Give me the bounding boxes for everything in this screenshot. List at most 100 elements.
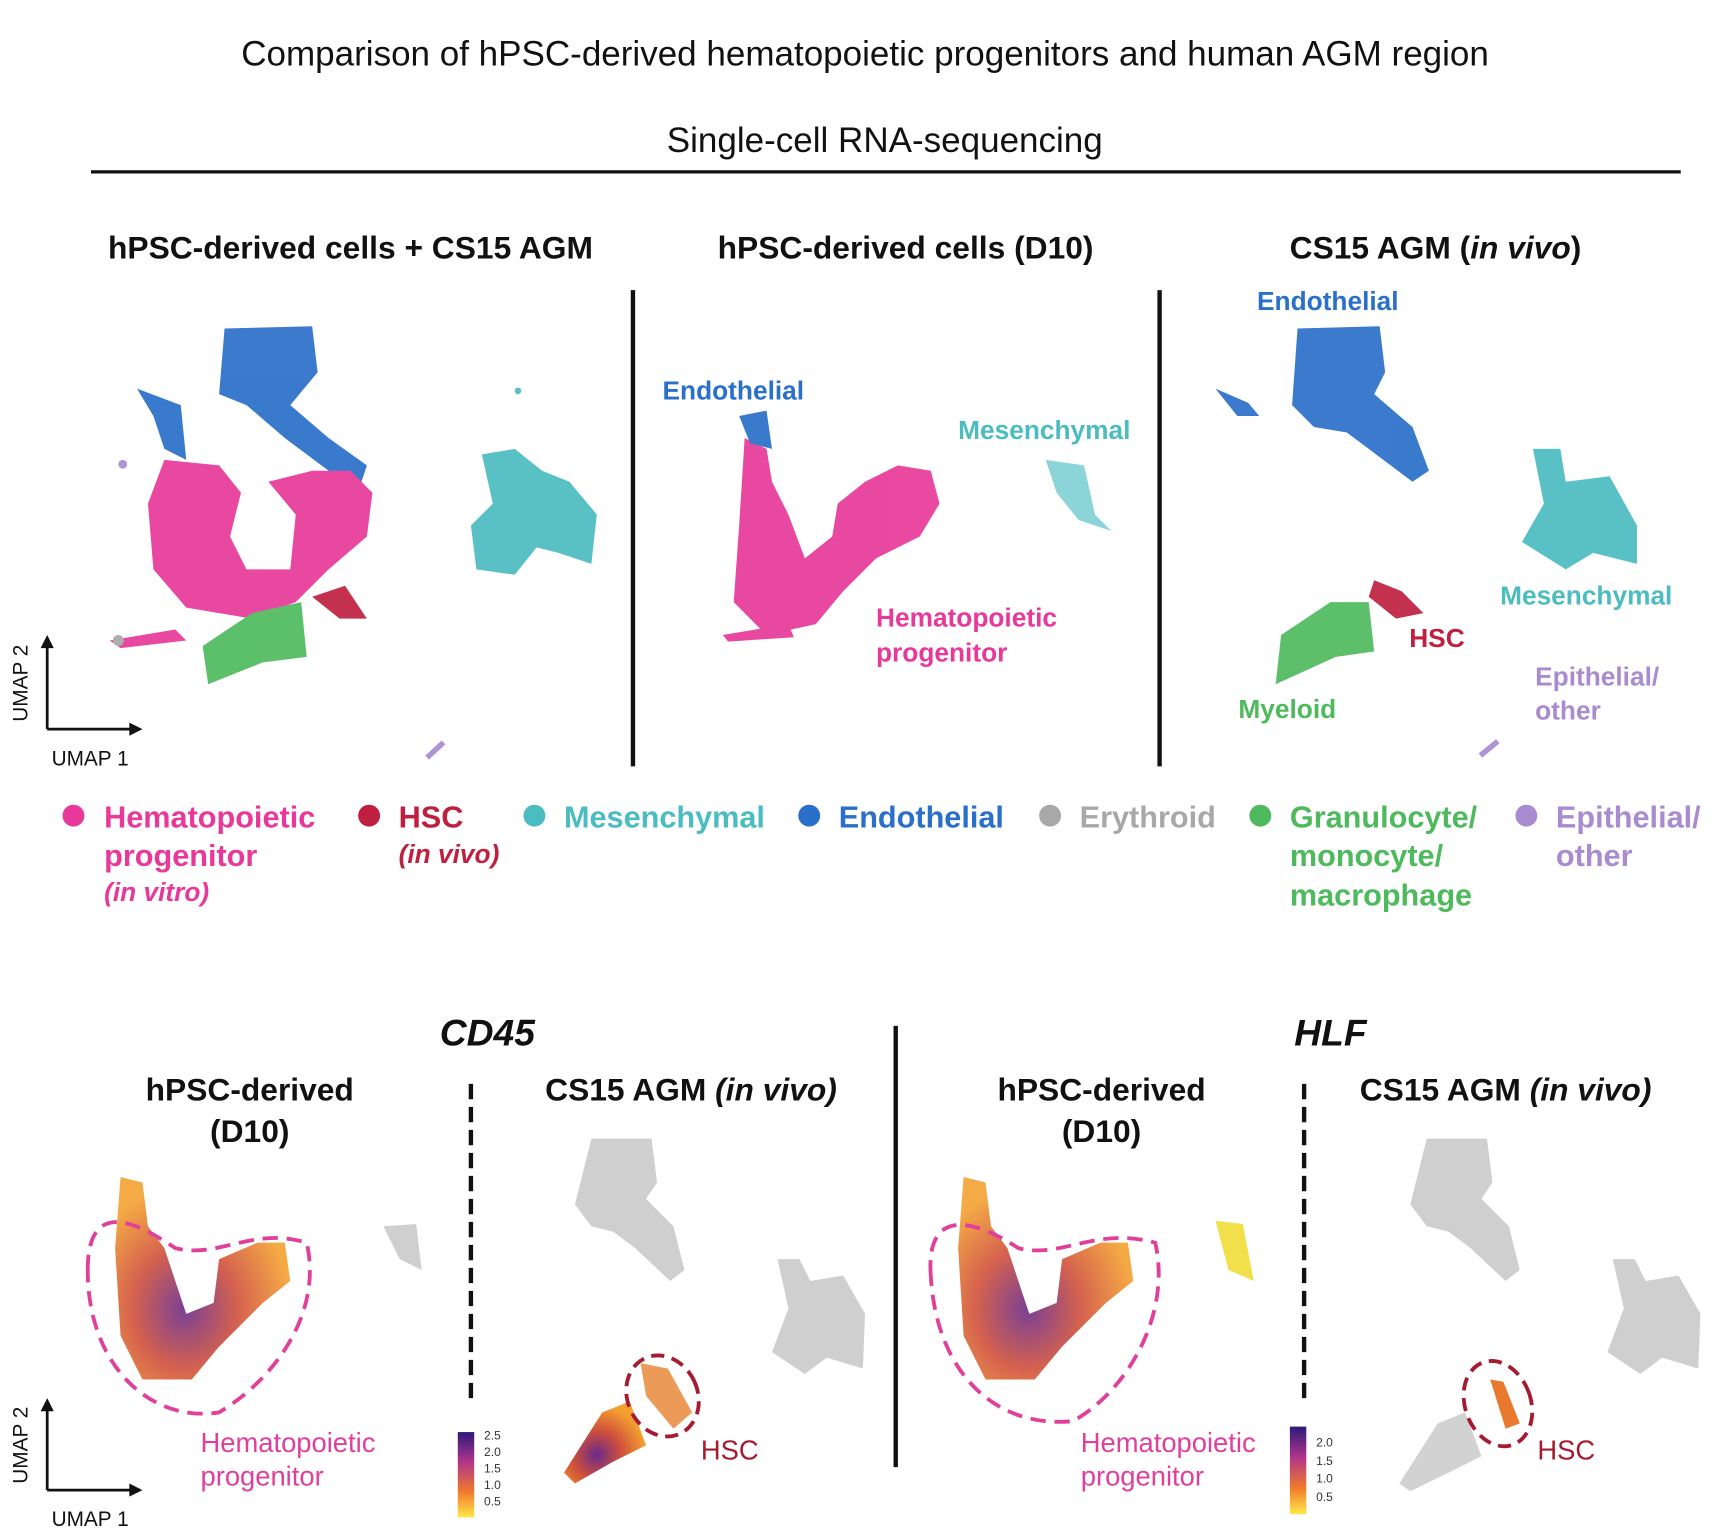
panel-title: (D10): [210, 1113, 289, 1149]
cluster-label: Endothelial: [663, 376, 805, 406]
panel-title-text: CS15 AGM: [1360, 1071, 1530, 1107]
legend-text: macrophage: [1290, 878, 1472, 912]
cluster-hematopoietic: [109, 629, 187, 649]
colorbar: [1289, 1426, 1307, 1515]
cells-grey: [1410, 1138, 1520, 1281]
expression-cloud: [563, 1401, 647, 1484]
legend-dot: [798, 804, 821, 827]
colorbar-tick: 2.5: [484, 1429, 501, 1443]
panel-title-text: in vivo: [1470, 229, 1571, 265]
cluster-epithelial: [425, 740, 446, 760]
expression-cloud: [958, 1176, 1134, 1380]
legend-text: (in vitro): [104, 877, 209, 907]
umap-agm: [1215, 326, 1637, 758]
cluster-mesenchymal: [470, 448, 597, 575]
cluster-hematopoietic: [147, 459, 373, 619]
region-label: progenitor: [200, 1461, 323, 1492]
cluster-hematopoietic: [722, 624, 794, 642]
cells-grey: [772, 1259, 866, 1375]
legend-text: Epithelial/: [1556, 801, 1701, 835]
cells-grey: [574, 1138, 685, 1281]
cluster-label: Myeloid: [1238, 694, 1336, 724]
region-label: HSC: [701, 1434, 759, 1465]
cluster-epithelial: [118, 459, 128, 469]
cluster-epithelial: [1478, 739, 1500, 758]
panel-title: (D10): [1062, 1113, 1141, 1149]
panel-title-text: CS15 AGM (: [1290, 229, 1471, 265]
legend-text: monocyte/: [1290, 839, 1444, 873]
legend-text: progenitor: [104, 839, 257, 873]
expression-cloud: [115, 1176, 291, 1380]
cluster-endothelial: [1215, 388, 1260, 417]
colorbar-tick: 1.0: [484, 1478, 501, 1492]
cluster-mesenchymal: [1521, 448, 1637, 570]
cluster-erythroid: [112, 635, 124, 646]
legend-text: Mesenchymal: [564, 801, 765, 835]
cluster-label: other: [1535, 695, 1601, 725]
axis-arrows: [40, 1398, 143, 1497]
legend-dot: [358, 804, 381, 827]
cluster-label: Epithelial/: [1535, 661, 1660, 691]
colorbar-tick: 0.5: [1316, 1490, 1333, 1504]
axis-label: UMAP 1: [52, 747, 129, 770]
colorbar-tick: 0.5: [484, 1494, 501, 1508]
panel-title-text: hPSC-derived cells (D10): [718, 229, 1094, 265]
panel-title-text: hPSC-derived cells + CS15 AGM: [108, 229, 593, 265]
cluster-hsc: [312, 585, 367, 619]
cluster-label: HSC: [1409, 623, 1464, 653]
colorbar-tick: 1.5: [1316, 1454, 1333, 1468]
panel-title-text: (in vivo): [715, 1071, 837, 1107]
umap-cd45-agm: [563, 1138, 866, 1484]
colorbar-tick: 1.5: [484, 1462, 501, 1476]
panel-title: hPSC-derived: [997, 1071, 1205, 1107]
axis-arrows: [40, 635, 143, 736]
axis-label: UMAP 2: [9, 1407, 32, 1484]
legend-text: Erythroid: [1080, 801, 1216, 835]
axis-label: UMAP 2: [9, 645, 32, 722]
region-label: Hematopoietic: [1081, 1427, 1256, 1458]
legend-dot: [62, 804, 85, 827]
panel-title: CS15 AGM (in vivo): [1290, 229, 1582, 265]
colorbar: [457, 1432, 475, 1518]
umap-combined: [109, 326, 597, 760]
panel-title: CS15 AGM (in vivo): [545, 1071, 837, 1107]
cluster-hematopoietic: [733, 437, 940, 636]
legend-text: Granulocyte/: [1290, 801, 1478, 835]
legend-text: HSC: [399, 801, 464, 835]
cluster-mesenchymal: [1045, 459, 1112, 532]
region-label: progenitor: [1081, 1461, 1204, 1492]
panel-title: hPSC-derived: [146, 1071, 354, 1107]
title: Comparison of hPSC-derived hematopoietic…: [241, 35, 1489, 74]
panel-title: hPSC-derived cells + CS15 AGM: [108, 229, 593, 265]
colorbar-tick: 1.0: [1316, 1471, 1333, 1485]
cluster-label: progenitor: [876, 637, 1007, 667]
colorbar-tick: 2.0: [1316, 1435, 1333, 1449]
region-outline: [1461, 1359, 1535, 1449]
panel-title: hPSC-derived cells (D10): [718, 229, 1094, 265]
legend-dot: [1515, 804, 1538, 827]
umap-cd45-hpsc: [85, 1176, 422, 1416]
cluster-label: Mesenchymal: [1500, 580, 1672, 610]
cluster-label: Mesenchymal: [958, 415, 1130, 445]
expression-cloud: [1215, 1220, 1254, 1281]
expression-cloud: [640, 1363, 693, 1429]
legend: Hematopoietic progenitor (in vitro) HSC …: [62, 801, 1701, 912]
cluster-hsc: [1368, 580, 1424, 619]
colorbar-tick: 2.0: [484, 1445, 501, 1459]
legend-dot: [1249, 804, 1272, 827]
cluster-endothelial: [1292, 326, 1429, 482]
cells-grey: [1399, 1412, 1482, 1492]
gene-name: HLF: [1294, 1012, 1368, 1054]
panel-title: CS15 AGM (in vivo): [1360, 1071, 1652, 1107]
cells-grey: [383, 1224, 422, 1271]
cluster-myeloid: [202, 602, 307, 685]
gene-name: CD45: [440, 1012, 536, 1054]
expression-cloud: [1490, 1379, 1520, 1429]
legend-text: Endothelial: [839, 801, 1004, 835]
umap-hlf-agm: [1399, 1138, 1701, 1492]
cluster-endothelial: [136, 388, 187, 460]
region-outline: [624, 1353, 701, 1439]
cluster-endothelial: [219, 326, 367, 482]
cells-grey: [1607, 1259, 1701, 1375]
